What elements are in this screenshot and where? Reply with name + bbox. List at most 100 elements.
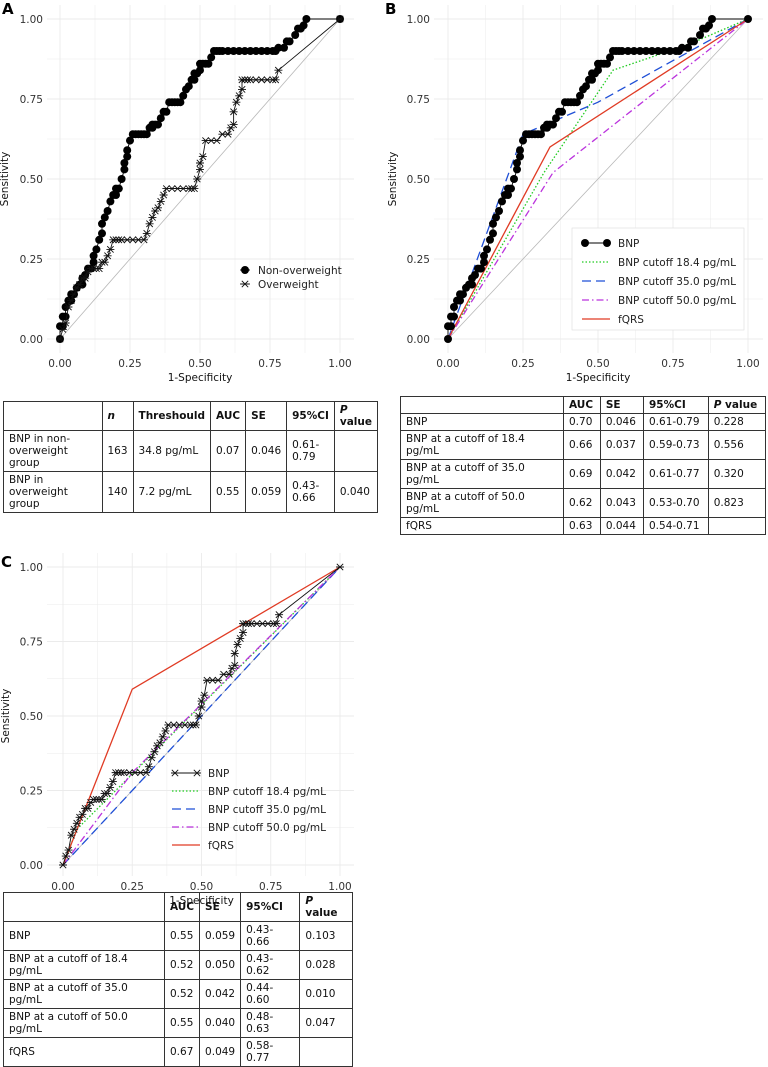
point-cross: [58, 325, 67, 333]
table-header-se: SE: [199, 892, 242, 922]
point-dot: [61, 312, 70, 321]
legend-label: BNP: [618, 238, 639, 250]
cell-auc: 0.66: [563, 430, 601, 460]
point-dot: [513, 165, 521, 174]
x-tick-label: 0.50: [188, 358, 211, 370]
table-row: BNP at a cutoff of 35.0 pg/mL 0.52 0.042…: [3, 979, 353, 1009]
legend-label: BNP cutoff 18.4 pg/mL: [208, 786, 326, 798]
table-header-auc: AUC: [210, 401, 247, 431]
cell-auc: 0.63: [563, 517, 601, 535]
point-dot: [285, 37, 294, 46]
point-dot: [510, 175, 518, 183]
cell-ci: 0.44-0.60: [240, 979, 301, 1009]
cell-se: 0.046: [599, 413, 645, 431]
point-dot: [705, 21, 713, 30]
point-dot: [89, 251, 98, 260]
point-cross: [67, 831, 76, 839]
series-overweight: [56, 15, 344, 343]
point-dot: [558, 107, 566, 116]
legend-label: BNP cutoff 35.0 pg/mL: [618, 276, 736, 288]
cell-ci: 0.53-0.70: [643, 488, 709, 518]
point-cross: [70, 290, 78, 298]
point-dot: [483, 245, 491, 254]
y-tick-label: 0.25: [20, 786, 43, 798]
p-value-word: value: [721, 399, 758, 411]
point-dot: [486, 235, 494, 244]
point-cross: [142, 229, 151, 237]
stats-table-a: n Threshould AUC SE 95%CI P value BNP in…: [3, 401, 379, 513]
point-dot: [504, 191, 512, 199]
row-label: BNP at a cutoff of 35.0 pg/mL: [400, 459, 564, 489]
cell-p: [299, 1037, 353, 1067]
table-header-ci: 95%CI: [240, 892, 301, 922]
y-tick-label: 0.25: [20, 254, 43, 266]
point-dot: [642, 47, 650, 55]
point-cross: [64, 846, 73, 854]
point-cross: [272, 620, 281, 628]
point-cross: [64, 303, 73, 311]
panel-letter: A: [2, 0, 14, 18]
series-bnp: [59, 563, 344, 869]
y-tick-label: 1.00: [20, 14, 43, 26]
point-cross: [194, 712, 203, 720]
table-header-auc: AUC: [163, 892, 201, 922]
cell-se: 0.037: [599, 430, 645, 460]
table-header-auc: AUC: [563, 396, 601, 414]
table-header-se: SE: [599, 396, 645, 414]
cell-auc: 0.69: [563, 459, 601, 489]
legend-label: BNP cutoff 35.0 pg/mL: [208, 804, 326, 816]
point-cross: [61, 319, 70, 327]
series-line: [62, 566, 341, 866]
p-italic: P: [339, 404, 348, 416]
row-label: BNP: [3, 921, 165, 951]
point-dot: [471, 271, 479, 279]
point-dot: [582, 82, 590, 91]
x-axis-label: 1-Specificity: [566, 372, 631, 384]
point-dot: [218, 47, 227, 55]
point-dot: [112, 191, 120, 199]
y-tick-label: 0.25: [407, 254, 430, 266]
cell-se: 0.044: [599, 517, 645, 535]
point-dot: [606, 53, 614, 62]
table-header-row: AUC SE 95%CI P value: [3, 892, 353, 922]
cell-se: 0.043: [599, 488, 645, 518]
point-dot: [630, 47, 638, 55]
cell-auc: 0.55: [163, 921, 201, 951]
point-dot: [552, 114, 560, 123]
point-dot: [450, 312, 458, 321]
point-cross: [81, 274, 90, 282]
x-tick-label: 0.25: [511, 358, 534, 370]
point-cross: [241, 280, 249, 288]
x-tick-label: 0.25: [121, 881, 144, 893]
point-cross: [147, 754, 156, 762]
point-dot: [648, 47, 656, 55]
point-cross: [232, 98, 241, 106]
x-tick-label: 0.25: [118, 358, 141, 370]
cell-p: 0.010: [299, 979, 353, 1009]
point-cross: [197, 703, 206, 711]
cell-ci: 0.54-0.71: [643, 517, 709, 535]
point-cross: [144, 763, 153, 771]
point-cross: [140, 236, 148, 244]
point-cross: [198, 153, 207, 161]
point-dot: [594, 66, 602, 75]
point-cross: [191, 721, 200, 729]
point-cross: [56, 335, 64, 343]
point-dot: [117, 175, 126, 183]
legend: Non-overweight Overweight: [240, 265, 342, 291]
panel-letter: C: [1, 553, 12, 571]
cell-auc: 0.07: [210, 430, 247, 472]
point-cross: [70, 825, 79, 833]
row-label: fQRS: [400, 517, 564, 535]
cell-n: 163: [101, 430, 134, 472]
x-tick-label: 0.50: [586, 358, 609, 370]
point-dot: [100, 213, 109, 222]
series-line: [447, 18, 749, 340]
stats-table-c: AUC SE 95%CI P value BNP 0.55 0.059 0.43…: [3, 892, 353, 1067]
cell-auc: 0.52: [163, 979, 201, 1009]
table-header-row: n Threshould AUC SE 95%CI P value: [3, 401, 379, 431]
table-row: BNP at a cutoff of 18.4 pg/mL 0.66 0.037…: [400, 430, 767, 460]
point-dot: [120, 165, 129, 174]
cell-ci: 0.61-0.79: [286, 430, 335, 472]
point-dot: [235, 47, 244, 55]
